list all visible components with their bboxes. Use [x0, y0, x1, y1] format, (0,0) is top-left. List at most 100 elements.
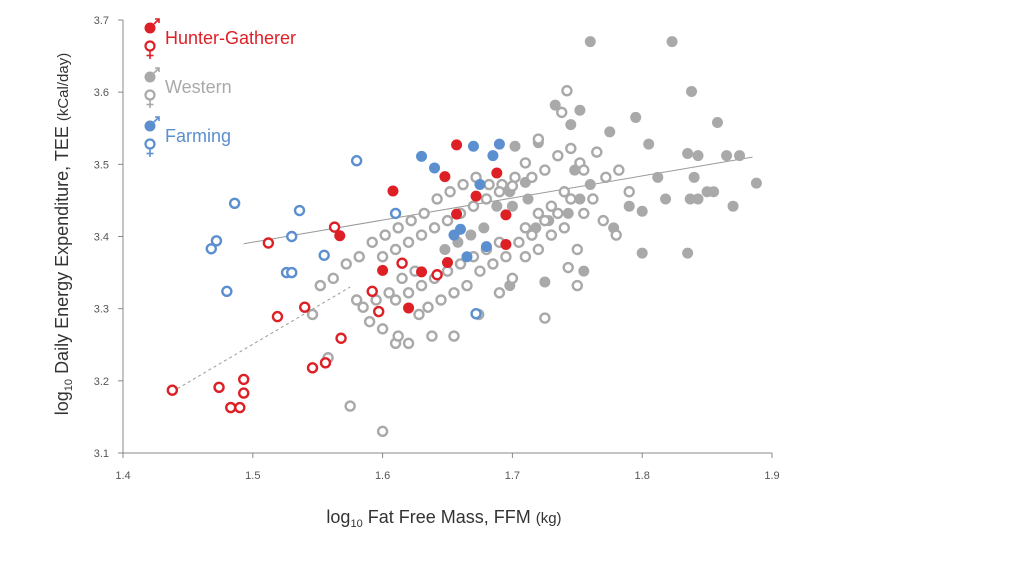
legend-label-farming: Farming [165, 126, 231, 146]
legend: Hunter-Gatherer Western Farming [144, 18, 296, 157]
data-point-western-male [574, 104, 586, 116]
x-tick-label: 1.6 [375, 470, 390, 482]
data-point-western-female [562, 261, 574, 274]
data-point-western-female [561, 85, 573, 97]
data-point-western-female [350, 294, 363, 306]
data-point-hunter-gatherer-male [500, 209, 512, 221]
x-tick-label: 1.4 [115, 470, 130, 482]
data-point-western-male [684, 193, 696, 205]
data-point-western-female [467, 200, 480, 212]
y-tick-label: 3.3 [94, 304, 109, 316]
data-point-western-female [565, 193, 577, 205]
data-point-western-female [483, 178, 495, 191]
data-point-western-male [562, 207, 574, 219]
data-point-western-male [636, 205, 648, 217]
trend-lines [172, 156, 753, 393]
data-point-western-female [532, 133, 545, 145]
legend-male-icon-western [144, 67, 160, 83]
data-point-western-female [363, 315, 376, 328]
data-point-hunter-gatherer-female [299, 301, 311, 313]
data-point-farming-female [210, 235, 223, 247]
data-point-western-female [376, 323, 389, 335]
data-point-hunter-gatherer-female [335, 332, 347, 344]
data-point-western-male [539, 276, 551, 288]
x-tick-label: 1.7 [505, 470, 520, 482]
data-point-western-female [457, 178, 469, 191]
data-point-farming-female [221, 285, 233, 298]
data-point-hunter-gatherer-male [377, 264, 389, 276]
data-point-hunter-gatherer-female [234, 401, 246, 414]
data-point-farming-male [416, 150, 428, 162]
data-point-western-male [623, 200, 635, 212]
legend-label-hunter-gatherer: Hunter-Gatherer [165, 28, 296, 48]
data-point-farming-female [228, 197, 241, 210]
data-point-hunter-gatherer-male [334, 230, 346, 242]
legend-male-icon-farming [144, 116, 160, 132]
data-point-western-female [405, 214, 417, 227]
x-axis-title: log10 Fat Free Mass, FFM (kg) [326, 507, 561, 530]
data-point-western-female [578, 207, 590, 220]
data-point-hunter-gatherer-female [431, 269, 443, 281]
data-point-western-male [522, 193, 534, 205]
legend-label-western: Western [165, 77, 232, 97]
data-point-western-female [435, 294, 447, 306]
data-point-hunter-gatherer-female [262, 237, 275, 249]
data-point-western-male [688, 171, 700, 183]
data-point-western-female [383, 287, 395, 299]
data-point-western-female [500, 251, 512, 263]
data-point-western-male [643, 138, 655, 150]
data-point-western-female [558, 222, 571, 234]
data-point-western-male [549, 99, 561, 111]
data-point-western-female [539, 312, 551, 324]
data-point-western-female [306, 308, 319, 321]
data-point-farming-male [474, 179, 486, 191]
data-point-western-female [376, 251, 389, 263]
y-tick-label: 3.5 [94, 159, 109, 171]
data-point-farming-male [487, 150, 499, 162]
data-point-western-female [526, 229, 538, 241]
data-point-hunter-gatherer-female [238, 387, 250, 399]
data-point-western-female [571, 243, 583, 256]
legend-male-icon-hunter-gatherer [144, 18, 160, 34]
data-point-western-female [314, 279, 326, 292]
data-point-western-female [539, 214, 551, 227]
data-point-western-male [509, 140, 521, 152]
data-point-western-female [480, 193, 493, 205]
data-point-farming-male [461, 251, 473, 263]
data-point-hunter-gatherer-male [442, 256, 453, 268]
data-point-farming-female [318, 249, 330, 261]
data-point-farming-female [350, 155, 363, 167]
data-point-western-female [392, 222, 404, 234]
data-point-western-female [526, 171, 538, 184]
data-point-western-female [600, 171, 612, 184]
data-point-western-male [682, 247, 694, 259]
data-point-western-female [591, 146, 603, 158]
data-point-western-female [389, 294, 402, 306]
data-point-farming-female [205, 243, 217, 255]
data-point-farming-female [470, 308, 482, 320]
data-point-western-female [392, 330, 404, 342]
data-point-hunter-gatherer-male [403, 302, 415, 314]
data-point-western-female [532, 243, 545, 256]
data-point-western-female [578, 164, 590, 176]
data-point-western-male [439, 243, 451, 255]
data-point-western-female [415, 229, 428, 241]
data-point-western-female [415, 279, 428, 292]
data-point-hunter-gatherer-female [373, 305, 385, 318]
data-point-western-female [610, 229, 622, 241]
data-point-western-male [565, 119, 577, 131]
data-point-farming-male [467, 140, 479, 152]
y-axis-title: log10 Daily Energy Expenditure, TEE (kCa… [52, 53, 75, 415]
data-point-farming-male [429, 162, 441, 174]
data-point-western-female [353, 251, 365, 263]
data-point-western-female [402, 337, 415, 350]
x-tick-label: 1.8 [635, 470, 650, 482]
data-point-hunter-gatherer-female [225, 401, 237, 414]
data-point-western-male [666, 36, 678, 48]
data-point-farming-female [293, 204, 306, 217]
data-point-western-male [465, 229, 477, 241]
y-tick-label: 3.4 [94, 232, 109, 244]
data-point-western-female [461, 279, 473, 292]
data-point-western-female [376, 425, 389, 438]
